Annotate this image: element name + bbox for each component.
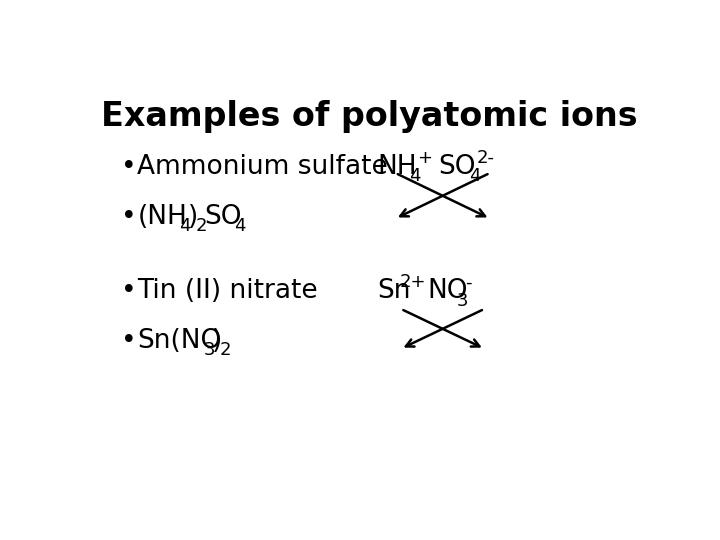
Text: •: • — [121, 279, 136, 305]
Text: Ammonium sulfate: Ammonium sulfate — [138, 154, 388, 180]
Text: NO: NO — [428, 279, 468, 305]
Text: 4: 4 — [409, 167, 420, 185]
Text: SO: SO — [204, 204, 241, 230]
Text: +: + — [418, 148, 433, 166]
Text: SO: SO — [438, 154, 476, 180]
Text: 2: 2 — [195, 217, 207, 235]
Text: 2-: 2- — [477, 148, 495, 166]
Text: 3: 3 — [457, 292, 469, 309]
Text: ): ) — [188, 204, 198, 230]
Text: 3: 3 — [204, 341, 215, 360]
Text: Sn: Sn — [377, 279, 411, 305]
Text: -: - — [465, 273, 472, 291]
Text: ): ) — [212, 328, 222, 354]
Text: (NH: (NH — [138, 204, 187, 230]
Text: Sn(NO: Sn(NO — [138, 328, 222, 354]
Text: 4: 4 — [179, 217, 190, 235]
Text: 4: 4 — [234, 217, 246, 235]
Text: •: • — [121, 328, 136, 354]
Text: 2+: 2+ — [400, 273, 426, 291]
Text: •: • — [121, 204, 136, 230]
Text: 4: 4 — [469, 167, 480, 185]
Text: 2: 2 — [220, 341, 232, 360]
Text: Tin (II) nitrate: Tin (II) nitrate — [138, 279, 318, 305]
Text: Examples of polyatomic ions: Examples of polyatomic ions — [101, 100, 637, 133]
Text: •: • — [121, 154, 136, 180]
Text: NH: NH — [377, 154, 417, 180]
